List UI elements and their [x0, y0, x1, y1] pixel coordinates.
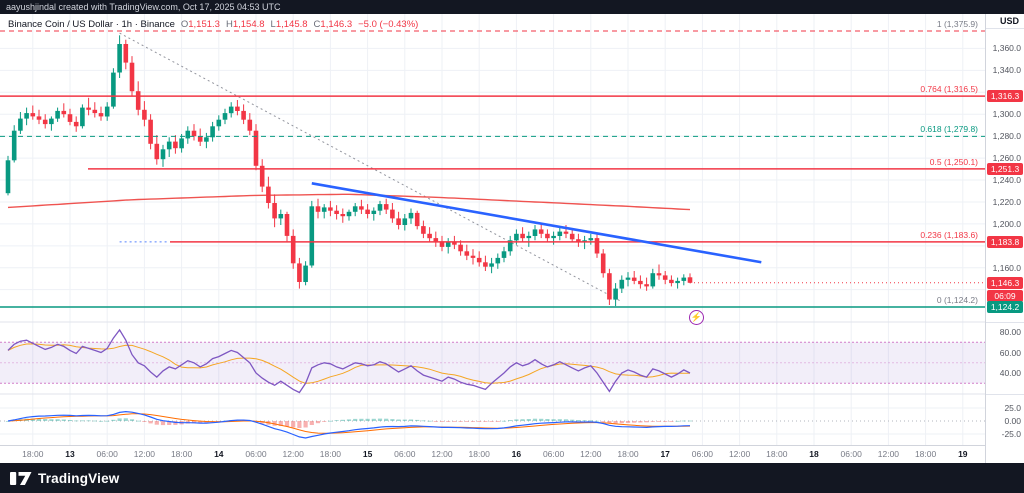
time-label: 12:00 [282, 449, 304, 459]
price-tick-label: 1,360.0 [992, 43, 1021, 54]
tradingview-logo[interactable]: TradingView [10, 471, 119, 486]
pane-separator [986, 322, 1024, 323]
symbol-title[interactable]: Binance Coin / US Dollar · 1h · Binance [8, 19, 175, 30]
price-tick-label: 1,300.0 [992, 109, 1021, 120]
fib-level-label: 0.5 (1,250.1) [929, 156, 978, 167]
fib-236-badge: 1,183.8 [987, 235, 1023, 248]
ohlc-low-label: L [270, 19, 276, 30]
fib-level-label: 0 (1,124.2) [936, 295, 978, 305]
price-tick-label: 1,160.0 [992, 262, 1021, 273]
time-label: 16 [511, 449, 522, 459]
currency-label: USD [986, 14, 1024, 29]
time-label: 18 [809, 449, 819, 459]
price-tick-label: 1,200.0 [992, 218, 1021, 229]
lightning-icon[interactable]: ⚡ [689, 310, 704, 325]
time-label: 18:00 [914, 449, 937, 459]
fib-level-label: 0.764 (1,316.5) [920, 84, 978, 95]
ohlc-close-value: 1,146.3 [320, 19, 353, 30]
rsi-tick-label: 60.00 [999, 347, 1021, 358]
fib-level-label: 1 (1,375.9) [936, 19, 978, 29]
footer-bar: TradingView [0, 463, 1024, 493]
time-label: 13 [65, 449, 75, 459]
tradingview-brand-text: TradingView [38, 470, 120, 486]
fib-0-badge: 1,124.2 [987, 301, 1023, 313]
current-price-badge: 1,146.3 [987, 276, 1023, 289]
rsi-tick-label: 80.00 [999, 327, 1021, 337]
time-label: 12:00 [133, 449, 156, 459]
price-chart-canvas[interactable] [0, 14, 985, 445]
ohlc-close-label: C [313, 19, 321, 30]
time-label: 12:00 [580, 449, 602, 459]
tradingview-glyph-icon [10, 471, 32, 485]
time-label: 18:00 [468, 449, 490, 459]
time-label: 18:00 [170, 449, 193, 459]
price-tick-label: 1,220.0 [992, 197, 1021, 207]
symbol-legend: Binance Coin / US Dollar · 1h · Binance O… [8, 19, 418, 30]
time-label: 18:00 [766, 449, 788, 459]
attribution-bar: aayushjindal created with TradingView.co… [0, 0, 1024, 14]
macd-tick-label: -25.0 [1001, 429, 1021, 439]
time-label: 14 [214, 449, 224, 459]
time-axis[interactable]: 18:00 13 06:00 12:00 18:00 14 06:00 12:00 18:00 1… [0, 445, 985, 463]
ohlc-low-value: 1,145.8 [275, 19, 308, 30]
time-label: 06:00 [394, 449, 416, 459]
chart-area[interactable]: Binance Coin / US Dollar · 1h · Binance O… [0, 14, 1024, 463]
ohlc-high-value: 1,154.8 [232, 19, 265, 30]
time-label: 12:00 [877, 449, 900, 459]
time-label: 17 [660, 449, 670, 459]
time-label: 15 [362, 449, 373, 459]
macd-tick-label: 0.00 [1004, 416, 1021, 426]
price-tick-label: 1,260.0 [992, 153, 1021, 164]
ohlc-open-label: O [180, 19, 189, 30]
time-label: 18:00 [617, 449, 639, 459]
time-label: 06:00 [542, 449, 565, 459]
ohlc-high-label: H [225, 19, 233, 30]
price-tick-label: 1,280.0 [992, 131, 1021, 142]
fib-level-label: 0.236 (1,183.6) [920, 229, 978, 240]
fib-50-badge: 1,251.3 [987, 162, 1023, 175]
price-tick-label: 1,240.0 [992, 175, 1021, 185]
time-label: 18:00 [319, 449, 342, 459]
price-tick-label: 1,340.0 [992, 65, 1021, 76]
time-label: 19 [958, 449, 968, 459]
time-label: 12:00 [728, 449, 751, 459]
time-label: 18:00 [22, 449, 44, 459]
fib-level-label: 0.618 (1,279.8) [920, 124, 978, 135]
time-label: 06:00 [96, 449, 118, 459]
fib-764-badge: 1,316.3 [987, 90, 1023, 103]
time-label: 06:00 [691, 449, 714, 459]
time-label: 12:00 [431, 449, 453, 459]
time-label: 06:00 [840, 449, 862, 459]
ohlc-open-value: 1,151.3 [188, 19, 220, 30]
bar-countdown-badge: 06:09 [987, 289, 1023, 302]
macd-tick-label: 25.0 [1004, 403, 1021, 413]
rsi-tick-label: 40.00 [999, 368, 1021, 378]
time-label: 06:00 [245, 449, 267, 459]
price-change: −5.0 (−0.43%) [358, 19, 419, 30]
price-axis[interactable]: USD 1,360.0 1,340.0 1,300.0 1,280.0 1,260.0 1… [985, 14, 1024, 463]
pane-separator [986, 394, 1024, 395]
attribution-text: aayushjindal created with TradingView.co… [6, 2, 281, 12]
